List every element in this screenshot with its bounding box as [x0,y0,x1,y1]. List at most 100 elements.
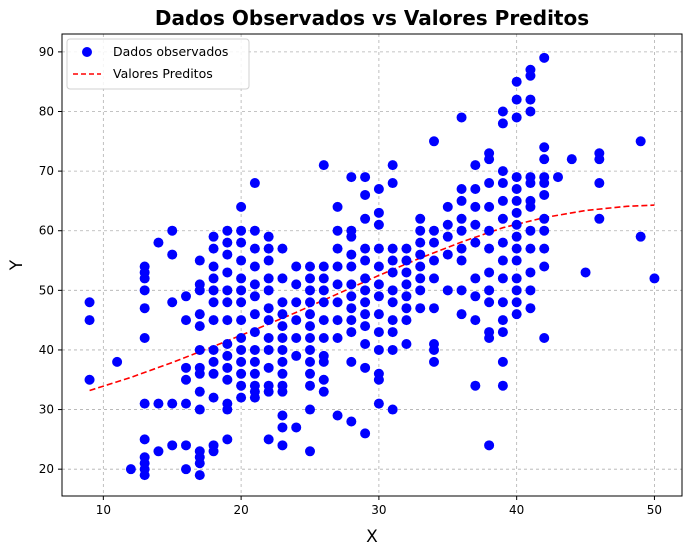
observed-point [373,261,384,272]
observed-point [484,440,495,451]
observed-point [277,386,288,397]
observed-point [236,273,247,284]
observed-point [208,285,219,296]
observed-point [263,303,274,314]
observed-point [305,356,315,367]
observed-point [373,243,384,254]
observed-point [511,112,522,123]
y-tick-label: 20 [39,462,54,476]
observed-point [194,344,205,355]
observed-point [346,279,357,290]
observed-point [470,291,481,302]
observed-point [263,273,274,284]
observed-point [373,207,384,218]
observed-point [525,243,536,254]
observed-point [511,285,522,296]
observed-point [181,440,191,451]
observed-point [525,94,536,105]
observed-point [373,309,384,320]
observed-point [236,356,247,367]
observed-point [167,297,178,308]
observed-point [249,291,260,302]
observed-point [332,261,343,272]
observed-point [360,297,371,308]
observed-point [222,315,233,326]
observed-point [360,321,371,332]
observed-point [360,309,371,320]
observed-point [125,464,136,475]
observed-point [181,291,191,302]
y-axis-ticks: 20 30 40 50 60 70 80 90 [39,45,62,476]
observed-point [236,225,247,236]
observed-point [249,243,260,254]
observed-point [539,261,550,272]
plot-frame [61,33,683,497]
observed-point [470,380,481,391]
observed-point [318,273,329,284]
observed-point [181,464,191,475]
observed-point [84,297,95,308]
observed-point [332,225,343,236]
observed-point [401,279,412,290]
observed-point [305,261,315,272]
observed-point [360,189,371,200]
observed-point [208,392,219,403]
observed-point [415,261,426,272]
observed-point [222,249,233,260]
observed-point [525,201,536,212]
observed-point [511,297,522,308]
observed-point [346,356,357,367]
observed-point [346,261,357,272]
y-axis-label: Y [7,259,27,271]
observed-point [194,458,205,469]
legend: Dados observados Valores Preditos [66,38,250,90]
observed-point [318,315,329,326]
observed-point [139,333,150,344]
observed-point [236,392,247,403]
observed-point [346,172,357,183]
observed-point [497,118,508,129]
observed-point [181,398,191,409]
observed-point [635,231,646,242]
observed-point [497,166,508,177]
y-tick-label: 80 [39,104,54,118]
observed-point [360,172,371,183]
observed-point [373,374,384,385]
observed-point [305,344,315,355]
observed-point [305,446,315,457]
observed-point [236,333,247,344]
observed-point [291,315,302,326]
observed-point [181,315,191,326]
observed-point [511,219,522,230]
observed-point [401,315,412,326]
observed-point [236,344,247,355]
observed-point [456,183,467,194]
observed-point [497,273,508,284]
observed-point [484,297,495,308]
observed-point [553,172,563,183]
observed-point [194,386,205,397]
observed-point [139,434,150,445]
observed-point [139,470,150,481]
observed-point [539,189,550,200]
observed-point [263,386,274,397]
observed-point [401,243,412,254]
observed-point [318,356,329,367]
observed-point [263,285,274,296]
observed-point [263,434,274,445]
observed-point [167,440,178,451]
observed-point [497,255,508,266]
observed-point [594,213,605,224]
legend-observed-label: Dados observados [113,44,228,59]
observed-point [525,178,536,189]
observed-point [539,52,550,63]
observed-point [456,213,467,224]
observed-point [484,201,495,212]
observed-point [277,440,288,451]
observed-point [484,154,495,165]
observed-points-layer [84,52,660,481]
observed-point [539,213,550,224]
observed-point [470,219,481,230]
observed-point [429,273,439,284]
observed-point [318,386,329,397]
